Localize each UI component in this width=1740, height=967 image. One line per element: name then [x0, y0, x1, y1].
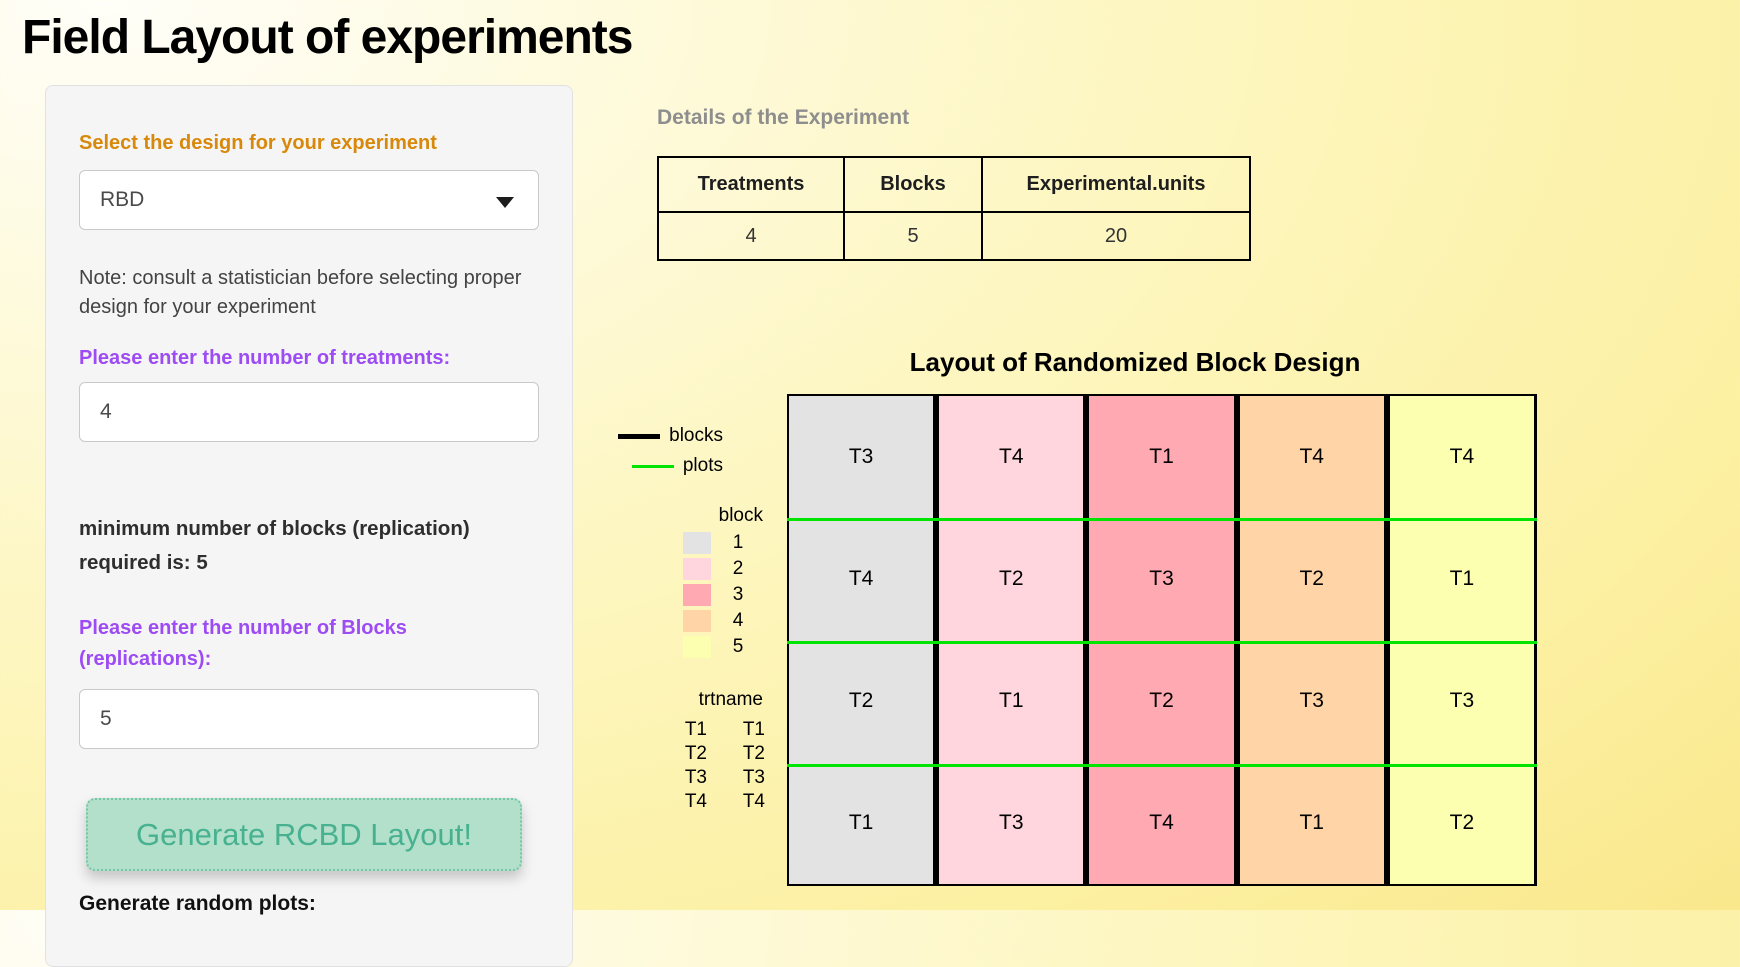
block-color-swatch: [683, 532, 711, 554]
generate-layout-button[interactable]: Generate RCBD Layout!: [86, 798, 522, 871]
trt-name: T3: [742, 767, 765, 788]
details-value-cell: 4: [657, 211, 845, 261]
trt-level: T4: [684, 791, 707, 812]
design-note: Note: consult a statistician before sele…: [79, 267, 522, 318]
plot-divider-line: [787, 764, 1537, 767]
chevron-down-icon: [496, 197, 514, 208]
block-column-4: T4 T2 T3 T1: [1236, 396, 1387, 884]
details-column-header: Experimental.units: [981, 156, 1251, 213]
plot-cell: T3: [1449, 689, 1475, 712]
trt-name: T4: [742, 791, 765, 812]
trt-name: T2: [742, 743, 765, 764]
plot-cell: T3: [1299, 689, 1324, 712]
details-table: Treatments Blocks Experimental.units 4 5 20: [657, 156, 1251, 261]
legend-block-row: 1: [598, 532, 765, 554]
blocks-line-icon: [618, 433, 661, 439]
treatments-input[interactable]: [79, 382, 539, 442]
plot-cell: T1: [1449, 567, 1475, 590]
design-select-value: RBD: [100, 188, 145, 211]
block-column-5: T4 T1 T3 T2: [1386, 396, 1538, 884]
plot-cell: T2: [848, 689, 874, 712]
block-number: 1: [732, 532, 744, 553]
plot-cell: T2: [1449, 811, 1475, 834]
trt-level: T3: [684, 767, 707, 788]
details-heading: Details of the Experiment: [657, 106, 910, 129]
block-color-swatch: [683, 636, 711, 658]
treatments-label: Please enter the number of treatments:: [79, 347, 451, 369]
blocks-input[interactable]: [79, 689, 539, 749]
legend-plots-label: plots: [682, 455, 723, 476]
block-color-swatch: [683, 584, 711, 606]
plot-divider-line: [787, 641, 1537, 644]
plot-cell: T2: [999, 567, 1024, 590]
block-number: 5: [732, 636, 744, 657]
block-number: 4: [732, 610, 744, 631]
plot-cell: T4: [1299, 445, 1324, 468]
plot-title: Layout of Randomized Block Design: [909, 347, 1361, 377]
legend-trt-row: T1 T1: [598, 718, 765, 742]
legend-block-row: 5: [598, 636, 765, 658]
random-plots-label: Generate random plots:: [79, 892, 316, 915]
legend-trt-rows: T1 T1 T2 T2 T3 T3 T4 T4: [598, 718, 765, 814]
plots-line-icon: [631, 464, 674, 468]
legend-block-row: 2: [598, 558, 765, 580]
trt-level: T1: [684, 719, 707, 740]
plot-cell: T4: [1449, 445, 1475, 468]
plot-cell: T2: [1149, 689, 1174, 712]
plot-cell: T1: [999, 689, 1024, 712]
legend-block-header: block: [718, 505, 763, 526]
block-column-2: T4 T2 T1 T3: [936, 396, 1087, 884]
block-color-swatch: [683, 558, 711, 580]
legend-block-row: 3: [598, 584, 765, 606]
plot-cell: T3: [848, 445, 874, 468]
legend-trtname-header: trtname: [698, 689, 763, 710]
plot-cell: T4: [1149, 811, 1174, 834]
plot-cell: T1: [848, 811, 874, 834]
min-blocks-text: minimum number of blocks (replication) r…: [79, 517, 470, 574]
legend-blocks-entry: blocks: [598, 424, 765, 448]
trt-level: T2: [684, 743, 707, 764]
block-column-1: T3 T4 T2 T1: [787, 396, 937, 884]
legend-blocks-label: blocks: [669, 425, 723, 446]
legend-block-row: 4: [598, 610, 765, 632]
blocks-label: Please enter the number of Blocks (repli…: [79, 617, 407, 670]
details-value-cell: 5: [843, 211, 983, 261]
block-column-3: T1 T3 T2 T4: [1086, 396, 1237, 884]
block-number: 3: [732, 584, 744, 605]
details-value-cell: 20: [981, 211, 1251, 261]
plot-cell: T1: [1299, 811, 1324, 834]
legend-plots-entry: plots: [598, 454, 765, 478]
design-grid: T3 T4 T2 T1 T4 T2 T1 T3 T1 T3 T2 T4 T4 T2 T3 T1 T4 T1 T3 T2: [787, 394, 1538, 886]
legend-trt-row: T3 T3: [598, 766, 765, 790]
details-column-header: Blocks: [843, 156, 983, 213]
trt-name: T1: [742, 719, 765, 740]
legend-trt-row: T2 T2: [598, 742, 765, 766]
plot-cell: T2: [1299, 567, 1324, 590]
details-table-header-row: Treatments Blocks Experimental.units: [657, 156, 1251, 213]
plot-cell: T3: [1149, 567, 1174, 590]
plot-cell: T4: [999, 445, 1024, 468]
details-table-value-row: 4 5 20: [657, 211, 1251, 261]
plot-divider-line: [787, 518, 1537, 521]
plot-cell: T3: [999, 811, 1024, 834]
sidebar-panel: Select the design for your experiment RB…: [45, 85, 573, 967]
design-select[interactable]: RBD: [79, 170, 539, 230]
legend-block-swatches: 1 2 3 4 5: [598, 532, 765, 658]
block-color-swatch: [683, 610, 711, 632]
design-select-label: Select the design for your experiment: [79, 132, 437, 154]
plot-cell: T4: [848, 567, 874, 590]
details-column-header: Treatments: [657, 156, 845, 213]
block-number: 2: [732, 558, 744, 579]
plot-cell: T1: [1149, 445, 1174, 468]
legend-trt-row: T4 T4: [598, 790, 765, 814]
page-title: Field Layout of experiments: [22, 11, 633, 64]
